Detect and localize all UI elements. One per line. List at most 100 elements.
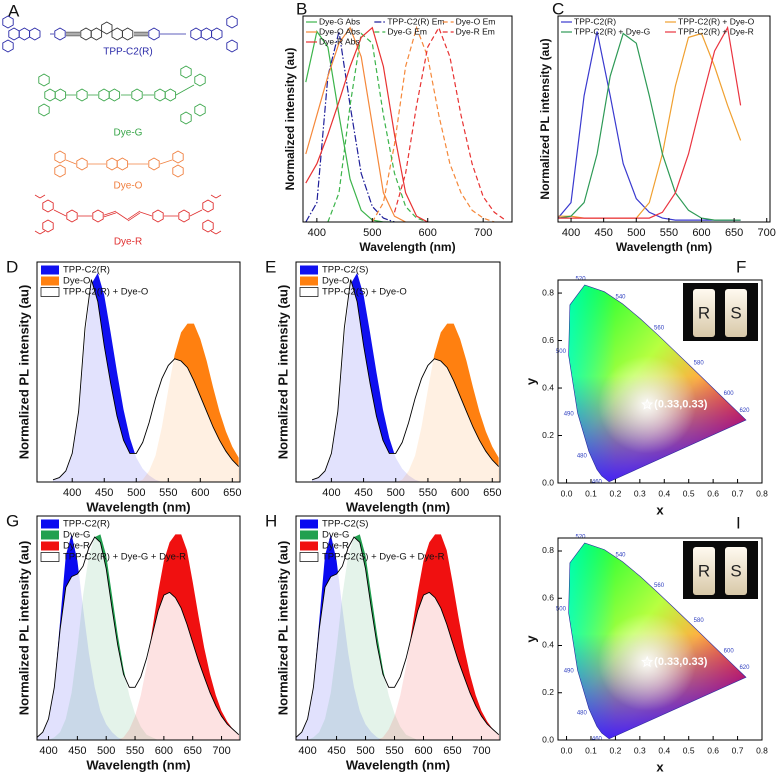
ring bbox=[2, 15, 14, 29]
locus-label: 560 bbox=[654, 583, 665, 589]
locus-label: 460 bbox=[592, 479, 603, 485]
x-tick-label: 0.0 bbox=[561, 745, 573, 755]
axes-frame bbox=[557, 279, 763, 484]
bond bbox=[175, 84, 195, 96]
annotation: (0.33,0.33) bbox=[654, 656, 708, 668]
legend-label: Dye-O bbox=[63, 276, 90, 287]
ring bbox=[148, 27, 160, 41]
legend-label: Dye-R bbox=[63, 541, 90, 552]
locus-label: 620 bbox=[739, 408, 750, 414]
locus-label: 460 bbox=[592, 736, 603, 742]
x-axis-label: x bbox=[656, 759, 664, 774]
legend-swatch bbox=[299, 552, 319, 562]
bond bbox=[65, 159, 77, 165]
inset-label: R bbox=[698, 561, 710, 580]
ring bbox=[29, 27, 41, 41]
bond bbox=[103, 210, 117, 216]
inset-device bbox=[693, 547, 715, 595]
line bbox=[305, 26, 428, 222]
x-tick-label: 0.2 bbox=[609, 488, 621, 498]
x-tick-label: 550 bbox=[159, 487, 177, 499]
axes-frame bbox=[557, 15, 771, 223]
x-tick-label: 0.7 bbox=[732, 488, 744, 498]
legend-label: TPP-C2(R) Em bbox=[387, 16, 444, 26]
ring bbox=[54, 88, 67, 102]
x-tick-label: 650 bbox=[443, 745, 461, 757]
bond bbox=[39, 230, 46, 235]
line bbox=[305, 30, 395, 222]
ring bbox=[106, 157, 118, 171]
ring bbox=[18, 27, 31, 41]
x-tick-label: 650 bbox=[184, 745, 202, 757]
ring bbox=[131, 88, 143, 102]
ring bbox=[38, 103, 50, 117]
legend-label: TPP-C2(R) bbox=[574, 16, 616, 26]
line bbox=[558, 31, 741, 221]
x-tick-label: 0.4 bbox=[658, 488, 670, 498]
ring bbox=[76, 88, 88, 102]
x-tick-label: 450 bbox=[354, 487, 372, 499]
area-tint bbox=[37, 537, 239, 740]
y-tick-label: 0.6 bbox=[542, 592, 554, 602]
ring bbox=[54, 164, 66, 178]
bond bbox=[103, 212, 117, 218]
bond bbox=[215, 194, 222, 199]
ring bbox=[54, 27, 66, 41]
legend-swatch bbox=[40, 552, 60, 562]
inset-device bbox=[693, 289, 715, 337]
x-tick-label: 450 bbox=[68, 745, 86, 757]
ring bbox=[164, 88, 177, 102]
locus-label: 580 bbox=[694, 618, 705, 624]
x-tick-label: 0.3 bbox=[634, 745, 646, 755]
point bbox=[641, 398, 654, 410]
legend-label: TPP-C2(R) + Dye-O bbox=[63, 287, 148, 298]
legend-label: TPP-C2(R) bbox=[63, 519, 110, 530]
area-tint bbox=[296, 537, 499, 740]
bond bbox=[34, 194, 41, 199]
line bbox=[558, 32, 742, 219]
y-axis-label: Normalized PL intensity (au) bbox=[275, 541, 290, 716]
x-tick-label: 550 bbox=[660, 227, 678, 239]
panel-letter: G bbox=[6, 511, 19, 530]
x-tick-label: 500 bbox=[97, 745, 115, 757]
legend-label: TPP-C2(R) + Dye-R bbox=[678, 26, 754, 36]
inset-label: S bbox=[730, 561, 741, 580]
locus-label: 600 bbox=[724, 649, 735, 655]
legend-swatch bbox=[300, 276, 318, 286]
legend-label: Dye-R bbox=[322, 541, 349, 552]
plot-area bbox=[52, 273, 240, 482]
x-axis-label: x bbox=[656, 502, 664, 517]
panel: I 460 480 490 500 520 540 560 580 600 620 (0.33,0.3… bbox=[523, 513, 768, 774]
legend-label: Dye-O Abs bbox=[319, 26, 360, 36]
area bbox=[37, 537, 239, 740]
x-tick-label: 0.0 bbox=[561, 488, 573, 498]
axes-frame bbox=[557, 537, 763, 741]
x-tick-label: 700 bbox=[472, 745, 490, 757]
x-tick-label: 0.5 bbox=[683, 488, 695, 498]
line bbox=[311, 279, 500, 481]
ring bbox=[190, 27, 202, 41]
plot-area bbox=[558, 25, 742, 221]
legend-swatch bbox=[41, 265, 59, 275]
bond bbox=[115, 211, 129, 221]
x-tick-label: 600 bbox=[155, 745, 173, 757]
line bbox=[327, 32, 428, 222]
inset-label: R bbox=[698, 303, 710, 322]
locus-label: 600 bbox=[724, 391, 735, 397]
annotation: (0.33,0.33) bbox=[654, 399, 708, 411]
locus-label: 520 bbox=[576, 534, 587, 540]
x-tick-label: 600 bbox=[692, 227, 710, 239]
bond bbox=[127, 212, 141, 222]
x-axis-label: Wavelength (nm) bbox=[346, 757, 450, 772]
bond bbox=[159, 159, 173, 165]
ring bbox=[98, 88, 110, 102]
ring bbox=[38, 73, 50, 87]
legend-swatch bbox=[41, 530, 59, 540]
legend-swatch bbox=[41, 541, 59, 551]
y-axis-label: Normalized PL intensity (au) bbox=[16, 541, 31, 716]
x-tick-label: 400 bbox=[39, 745, 57, 757]
y-tick-label: 0.6 bbox=[542, 335, 554, 345]
legend-swatch bbox=[300, 530, 318, 540]
